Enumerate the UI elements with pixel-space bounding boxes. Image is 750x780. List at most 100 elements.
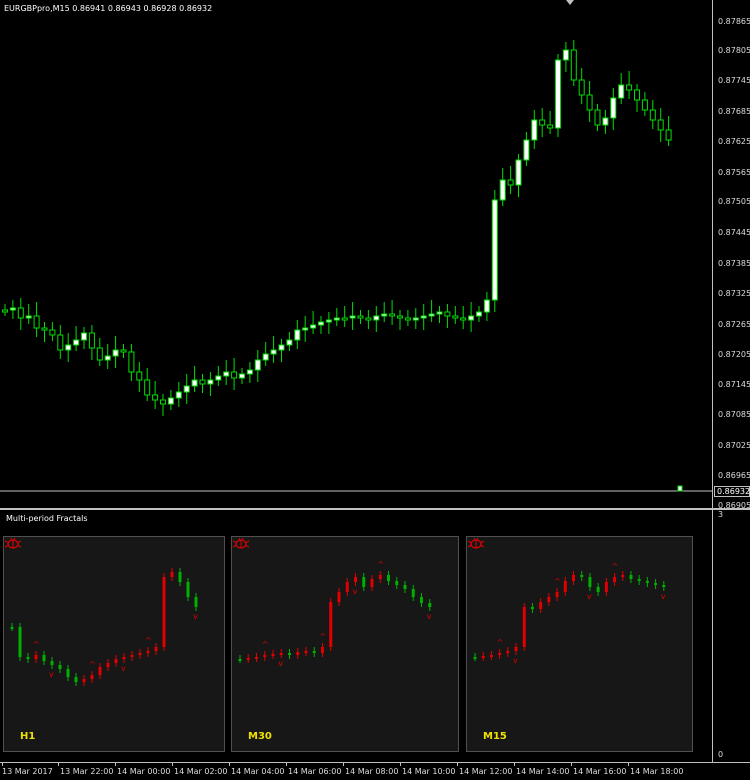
mini-candle-body — [304, 651, 308, 653]
chart-shift-marker[interactable] — [566, 0, 574, 5]
candlestick-plot — [0, 40, 712, 492]
candle-body — [649, 109, 656, 121]
window-splitter[interactable] — [0, 508, 750, 510]
price-chart[interactable] — [0, 0, 712, 508]
mini-candle-body — [58, 665, 62, 669]
mini-candle-body — [498, 653, 502, 655]
candle-body — [302, 327, 309, 331]
mini-candle-body — [263, 655, 267, 657]
candle-body — [452, 315, 459, 319]
candle-body — [677, 485, 683, 492]
mini-candle-body — [645, 581, 649, 583]
time-label: 14 Mar 16:00 — [573, 767, 627, 776]
price-label: 0.87865 — [718, 17, 750, 26]
candle-body — [231, 371, 238, 379]
time-label: 14 Mar 10:00 — [402, 767, 456, 776]
mini-candle-body — [50, 661, 54, 665]
candle-body — [191, 379, 198, 387]
mini-candle-body — [522, 607, 526, 647]
price-label: 0.87685 — [718, 107, 750, 116]
candle-body — [349, 315, 356, 319]
mini-candle-body — [489, 655, 493, 657]
candle-body — [246, 369, 253, 375]
mini-candle-body — [428, 603, 432, 607]
candle-body — [2, 309, 8, 313]
candle-body — [65, 344, 72, 351]
time-label: 14 Mar 02:00 — [174, 767, 228, 776]
mini-candle-body — [354, 577, 357, 582]
timeframe-label: M15 — [483, 731, 507, 742]
mini-candle-body — [321, 647, 324, 653]
mini-candle-body — [42, 655, 46, 661]
candle-body — [160, 399, 166, 405]
candle-body — [531, 119, 538, 141]
candle-body — [507, 179, 514, 186]
mini-candle-body — [420, 597, 423, 603]
candle-body — [9, 307, 16, 311]
candle-body — [207, 379, 214, 385]
candle-body — [318, 321, 324, 326]
price-axis[interactable]: 0.87865 0.87805 0.87745 0.87685 0.87625 … — [712, 0, 750, 510]
mini-candle-body — [547, 597, 551, 602]
candle-body — [88, 332, 95, 349]
mini-candle-body — [194, 597, 198, 607]
price-label: 0.87805 — [718, 46, 750, 55]
mini-candle-body — [114, 659, 118, 663]
candle-body — [641, 99, 648, 111]
mini-candle-body — [10, 627, 14, 629]
candle-body — [562, 49, 569, 61]
mini-candle-body — [621, 575, 625, 577]
chart-title: EURGBPpro,M15 0.86941 0.86943 0.86928 0.… — [4, 4, 213, 13]
candle-body — [373, 315, 380, 321]
indicator-title: Multi-period Fractals — [6, 514, 88, 523]
candle-body — [270, 349, 277, 355]
fractal-down-arrow: v — [513, 656, 518, 665]
candle-body — [17, 307, 24, 319]
candle-body — [555, 59, 561, 129]
mini-candle-body — [98, 667, 102, 675]
price-label: 0.87445 — [718, 228, 750, 237]
candle-body — [175, 391, 182, 399]
candle-body — [120, 349, 127, 353]
candle-body — [570, 49, 577, 81]
mini-candle-body — [130, 655, 134, 657]
candle-body — [215, 375, 222, 381]
mini-candle-body — [514, 647, 518, 651]
fractal-up-arrow: ^ — [145, 636, 152, 645]
candle-body — [128, 351, 135, 373]
candle-body — [610, 97, 617, 119]
candle-body — [626, 84, 633, 91]
price-label: 0.86905 — [718, 501, 750, 510]
candle-body — [57, 334, 64, 351]
mini-candle-body — [563, 581, 567, 592]
mini-candle-body — [604, 582, 608, 592]
mini-candle-body — [255, 657, 258, 659]
candle-body — [468, 315, 475, 321]
mini-candle-body — [530, 607, 534, 609]
mini-candle-body — [506, 651, 510, 653]
candle-body — [167, 397, 174, 405]
candle-body — [136, 371, 143, 381]
mini-candle-body — [539, 602, 543, 609]
time-label: 14 Mar 00:00 — [117, 767, 171, 776]
indicator-scale[interactable]: 3 0 — [712, 510, 750, 762]
candle-body — [657, 119, 664, 131]
candle-body — [499, 179, 506, 201]
fractal-panel-m15: ^ v ^ v ^ v M15 — [466, 536, 693, 752]
mini-candle-body — [312, 651, 316, 653]
price-label: 0.87325 — [718, 289, 750, 298]
candle-body — [333, 317, 340, 321]
price-label: 0.87265 — [718, 320, 750, 329]
mini-candle-body — [481, 656, 485, 658]
fractal-up-arrow: ^ — [497, 638, 504, 647]
fractal-up-arrow: ^ — [89, 660, 96, 669]
mini-candle-body — [403, 585, 407, 589]
fractal-down-arrow: v — [193, 612, 198, 621]
time-axis[interactable]: 13 Mar 2017 13 Mar 22:00 14 Mar 00:00 14… — [0, 762, 750, 780]
price-label: 0.87745 — [718, 76, 750, 85]
mini-candle-body — [18, 627, 22, 657]
candle-body — [144, 379, 151, 396]
candle-body — [476, 311, 482, 317]
candle-body — [341, 317, 348, 321]
mini-candle-body — [82, 679, 86, 682]
